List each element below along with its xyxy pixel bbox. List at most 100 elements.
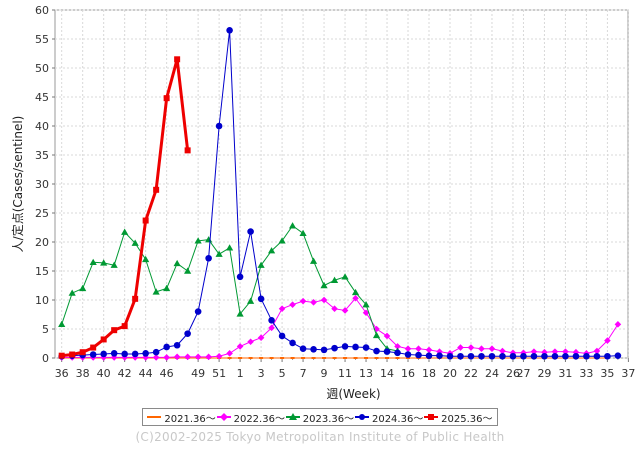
legend-label: 2024.36〜 xyxy=(371,413,424,425)
series-1-point xyxy=(572,348,580,356)
series-1-point xyxy=(331,305,338,312)
x-tick-label: 51 xyxy=(212,367,226,380)
x-tick-label: 26 xyxy=(506,367,520,380)
series-1-point xyxy=(310,299,317,306)
series-3-point xyxy=(100,350,107,358)
series-3-point xyxy=(205,254,212,262)
series-1-point xyxy=(541,348,548,356)
x-tick-label: 11 xyxy=(338,367,352,380)
legend-label: 2021.36〜 xyxy=(164,413,216,425)
series-3-point xyxy=(373,347,380,355)
y-axis-title: 人/定点(Cases/sentinel) xyxy=(10,116,25,253)
series-3-point xyxy=(530,352,538,360)
series-2-point xyxy=(79,284,87,292)
x-tick-label: 36 xyxy=(55,367,69,380)
x-tick-label: 31 xyxy=(558,367,572,380)
series-1-point xyxy=(467,344,475,351)
series-2-point xyxy=(278,237,286,244)
x-tick-label: 29 xyxy=(537,367,551,380)
series-3-point xyxy=(572,352,580,360)
y-tick-label: 25 xyxy=(35,207,49,220)
series-1-point xyxy=(457,344,464,351)
x-tick-label: 5 xyxy=(279,367,286,380)
series-3-point xyxy=(278,332,286,340)
series-3-point xyxy=(268,317,275,324)
series-2-point xyxy=(215,250,223,257)
series-1-point xyxy=(236,343,244,350)
series-3-point xyxy=(299,345,307,353)
series-3-point xyxy=(121,350,128,358)
series-4-point xyxy=(79,349,86,356)
x-tick-label: 18 xyxy=(422,367,436,380)
series-1-point xyxy=(404,345,412,353)
series-2-point xyxy=(121,228,129,235)
y-tick-label: 10 xyxy=(35,294,49,307)
series-1-point xyxy=(299,297,307,305)
series-1-point xyxy=(173,353,181,361)
series-1-point xyxy=(320,296,328,304)
series-1-point xyxy=(121,354,128,361)
series-2-point xyxy=(362,301,370,308)
series-2-point xyxy=(226,244,234,251)
series-1-point xyxy=(226,350,233,357)
legend-item: 2024.36〜 xyxy=(354,410,424,425)
series-3-point xyxy=(152,348,160,356)
series-3-point xyxy=(499,352,506,360)
series-1-point xyxy=(152,354,160,361)
series-3-point xyxy=(383,348,391,355)
series-1-point xyxy=(341,307,349,314)
series-2-point xyxy=(184,267,192,274)
series-2-point xyxy=(372,331,381,339)
series-3-point xyxy=(310,346,317,353)
series-2-point xyxy=(142,255,150,263)
legend-swatch xyxy=(354,414,369,420)
series-1-point xyxy=(184,353,191,361)
series-1-point xyxy=(352,294,359,302)
y-tick-label: 5 xyxy=(42,323,49,336)
x-axis-title: 週(Week) xyxy=(326,387,380,401)
series-4-point xyxy=(90,344,97,351)
series-1-point xyxy=(530,348,538,355)
series-1-point xyxy=(415,345,422,353)
series-2-point xyxy=(58,320,66,328)
x-tick-label: 27 xyxy=(516,367,530,380)
series-2-point xyxy=(288,222,297,229)
x-tick-label: 16 xyxy=(401,367,415,380)
series-3-point xyxy=(320,346,328,354)
series-4-point xyxy=(142,217,149,224)
x-tick-label: 3 xyxy=(258,367,265,380)
legend-swatch xyxy=(216,413,231,421)
series-3-point xyxy=(110,350,118,357)
series-3-point xyxy=(520,352,527,360)
y-tick-label: 60 xyxy=(35,4,49,17)
y-tick-label: 15 xyxy=(35,265,49,278)
series-3-point xyxy=(163,343,170,351)
legend-item: 2025.36〜 xyxy=(424,410,493,425)
series-2-point xyxy=(246,297,255,304)
series-2-point xyxy=(330,276,339,283)
series-3-point xyxy=(614,352,622,359)
series-2-point xyxy=(163,284,171,292)
series-4-point xyxy=(174,56,181,63)
series-2-point xyxy=(110,261,118,268)
series-2-point xyxy=(131,239,139,246)
series-1-point xyxy=(194,353,202,361)
series-3-point xyxy=(247,228,254,235)
series-1-point xyxy=(142,354,149,361)
legend-swatch xyxy=(285,413,300,420)
series-3-point xyxy=(478,352,485,360)
series-4-point xyxy=(69,351,76,358)
series-3-point xyxy=(488,352,496,360)
series-1-point xyxy=(394,343,401,350)
x-tick-label: 35 xyxy=(600,367,614,380)
series-3-point xyxy=(131,350,139,358)
series-1-point xyxy=(478,345,485,353)
series-2-point xyxy=(100,259,108,266)
series-2-point xyxy=(309,257,318,264)
series-3-point xyxy=(425,352,433,359)
series-3-point xyxy=(194,308,202,315)
x-tick-label: 13 xyxy=(359,367,373,380)
legend-label: 2025.36〜 xyxy=(441,413,493,425)
